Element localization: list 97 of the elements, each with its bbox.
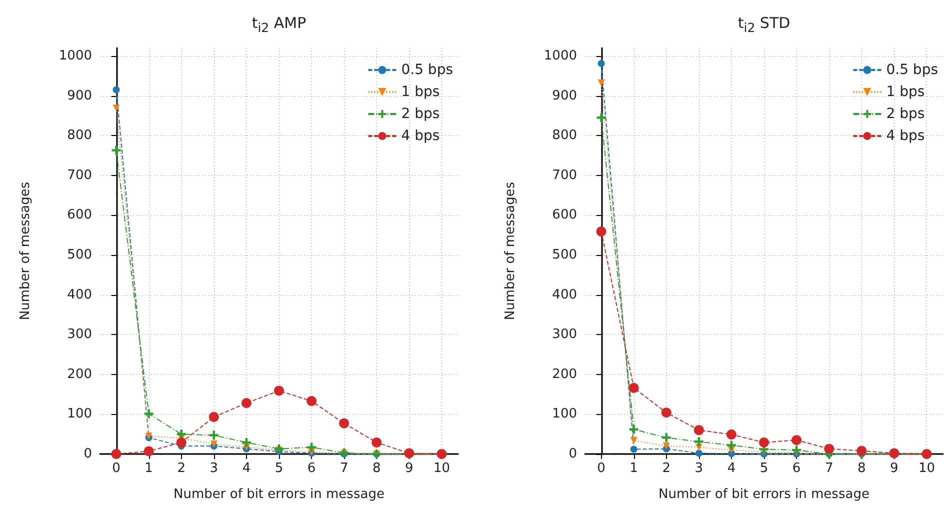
- x-tick-label: 6: [792, 461, 801, 476]
- y-tick-label: 400: [67, 287, 92, 302]
- x-tick-label: 9: [405, 461, 414, 476]
- x-tick-label: 6: [307, 461, 316, 476]
- point: [306, 396, 317, 406]
- y-axis-title: Number of messages: [18, 182, 33, 320]
- point: [856, 446, 867, 456]
- chart-title: t$_{i2}$ STD: [736, 14, 792, 35]
- chart-title: t$_{i2}$ AMP: [250, 14, 308, 35]
- point: [662, 442, 670, 450]
- point: [630, 436, 638, 444]
- point: [596, 113, 606, 122]
- x-tick-label: 5: [274, 461, 284, 476]
- y-tick-label: 800: [67, 128, 92, 144]
- y-tick-label: 300: [67, 327, 92, 342]
- x-tick-label: 5: [760, 461, 768, 476]
- x-tick-label: 1: [630, 461, 638, 476]
- point: [144, 446, 154, 456]
- point: [176, 430, 186, 439]
- point: [144, 409, 154, 418]
- x-tick-label: 10: [433, 461, 450, 476]
- point: [695, 450, 702, 457]
- y-tick-label: 500: [552, 247, 577, 262]
- x-tick-label: 3: [210, 461, 218, 476]
- y-tick-label: 900: [67, 88, 92, 104]
- y-tick-label: 300: [552, 327, 577, 342]
- point: [372, 437, 382, 448]
- legend-label: 0.5 bps: [886, 62, 938, 78]
- y-tick-label: 400: [552, 287, 577, 302]
- x-tick-label: 0: [597, 461, 606, 476]
- x-tick-label: 4: [242, 461, 251, 476]
- x-tick-label: 2: [177, 461, 186, 476]
- point: [629, 424, 638, 434]
- point: [662, 433, 671, 442]
- x-tick-label: 10: [918, 461, 935, 476]
- y-tick-label: 0: [84, 446, 92, 462]
- y-tick-label: 100: [67, 406, 92, 422]
- y-tick-label: 500: [67, 247, 92, 262]
- y-tick-label: 600: [552, 208, 577, 223]
- legend-label: 4 bps: [401, 128, 440, 144]
- point: [792, 446, 802, 455]
- y-tick-label: 200: [552, 366, 577, 382]
- point: [339, 418, 350, 428]
- y-tick-label: 900: [552, 88, 577, 104]
- legend-label: 1 bps: [401, 84, 440, 100]
- point: [274, 444, 284, 454]
- x-tick-label: 1: [144, 461, 153, 476]
- legend-label: 1 bps: [886, 84, 925, 100]
- point: [726, 430, 736, 440]
- y-tick-label: 700: [552, 168, 577, 183]
- x-tick-label: 7: [340, 461, 348, 476]
- x-axis-title: Number of bit errors in message: [658, 487, 870, 502]
- point: [598, 60, 605, 68]
- x-tick-label: 0: [112, 461, 120, 476]
- legend-label: 2 bps: [401, 106, 440, 122]
- y-axis-title: Number of messages: [503, 182, 518, 320]
- point: [307, 442, 316, 452]
- y-tick-label: 100: [552, 406, 577, 422]
- point: [274, 386, 284, 396]
- point: [112, 104, 120, 112]
- y-tick-label: 200: [67, 366, 92, 382]
- x-tick-label: 3: [694, 461, 704, 476]
- point: [111, 449, 122, 459]
- y-tick-label: 1000: [58, 48, 92, 64]
- y-tick-label: 1000: [544, 48, 577, 64]
- y-tick-label: 0: [568, 446, 577, 462]
- legend-label: 4 bps: [886, 128, 925, 144]
- point: [630, 446, 638, 453]
- point: [726, 440, 736, 450]
- y-tick-label: 700: [67, 168, 92, 183]
- x-tick-label: 4: [727, 461, 736, 476]
- y-tick-label: 800: [552, 128, 577, 144]
- point: [694, 437, 704, 446]
- x-axis-title: Number of bit errors in message: [174, 487, 384, 502]
- point: [242, 438, 251, 447]
- point: [241, 398, 252, 408]
- y-tick-label: 600: [67, 208, 92, 223]
- point: [694, 425, 704, 436]
- point: [661, 408, 672, 418]
- legend-label: 2 bps: [886, 106, 925, 122]
- point: [209, 430, 218, 440]
- point: [176, 437, 186, 448]
- point: [792, 435, 802, 446]
- point: [208, 412, 219, 422]
- x-tick-label: 2: [662, 461, 671, 476]
- x-tick-label: 9: [890, 461, 898, 476]
- point: [824, 444, 834, 454]
- point: [112, 146, 121, 155]
- x-tick-label: 7: [824, 461, 834, 476]
- point: [598, 80, 605, 87]
- point: [628, 382, 639, 393]
- point: [759, 437, 769, 448]
- point: [112, 86, 120, 94]
- x-tick-label: 8: [857, 461, 866, 476]
- point: [596, 226, 606, 236]
- x-tick-label: 8: [372, 461, 381, 476]
- legend-label: 0.5 bps: [401, 62, 454, 78]
